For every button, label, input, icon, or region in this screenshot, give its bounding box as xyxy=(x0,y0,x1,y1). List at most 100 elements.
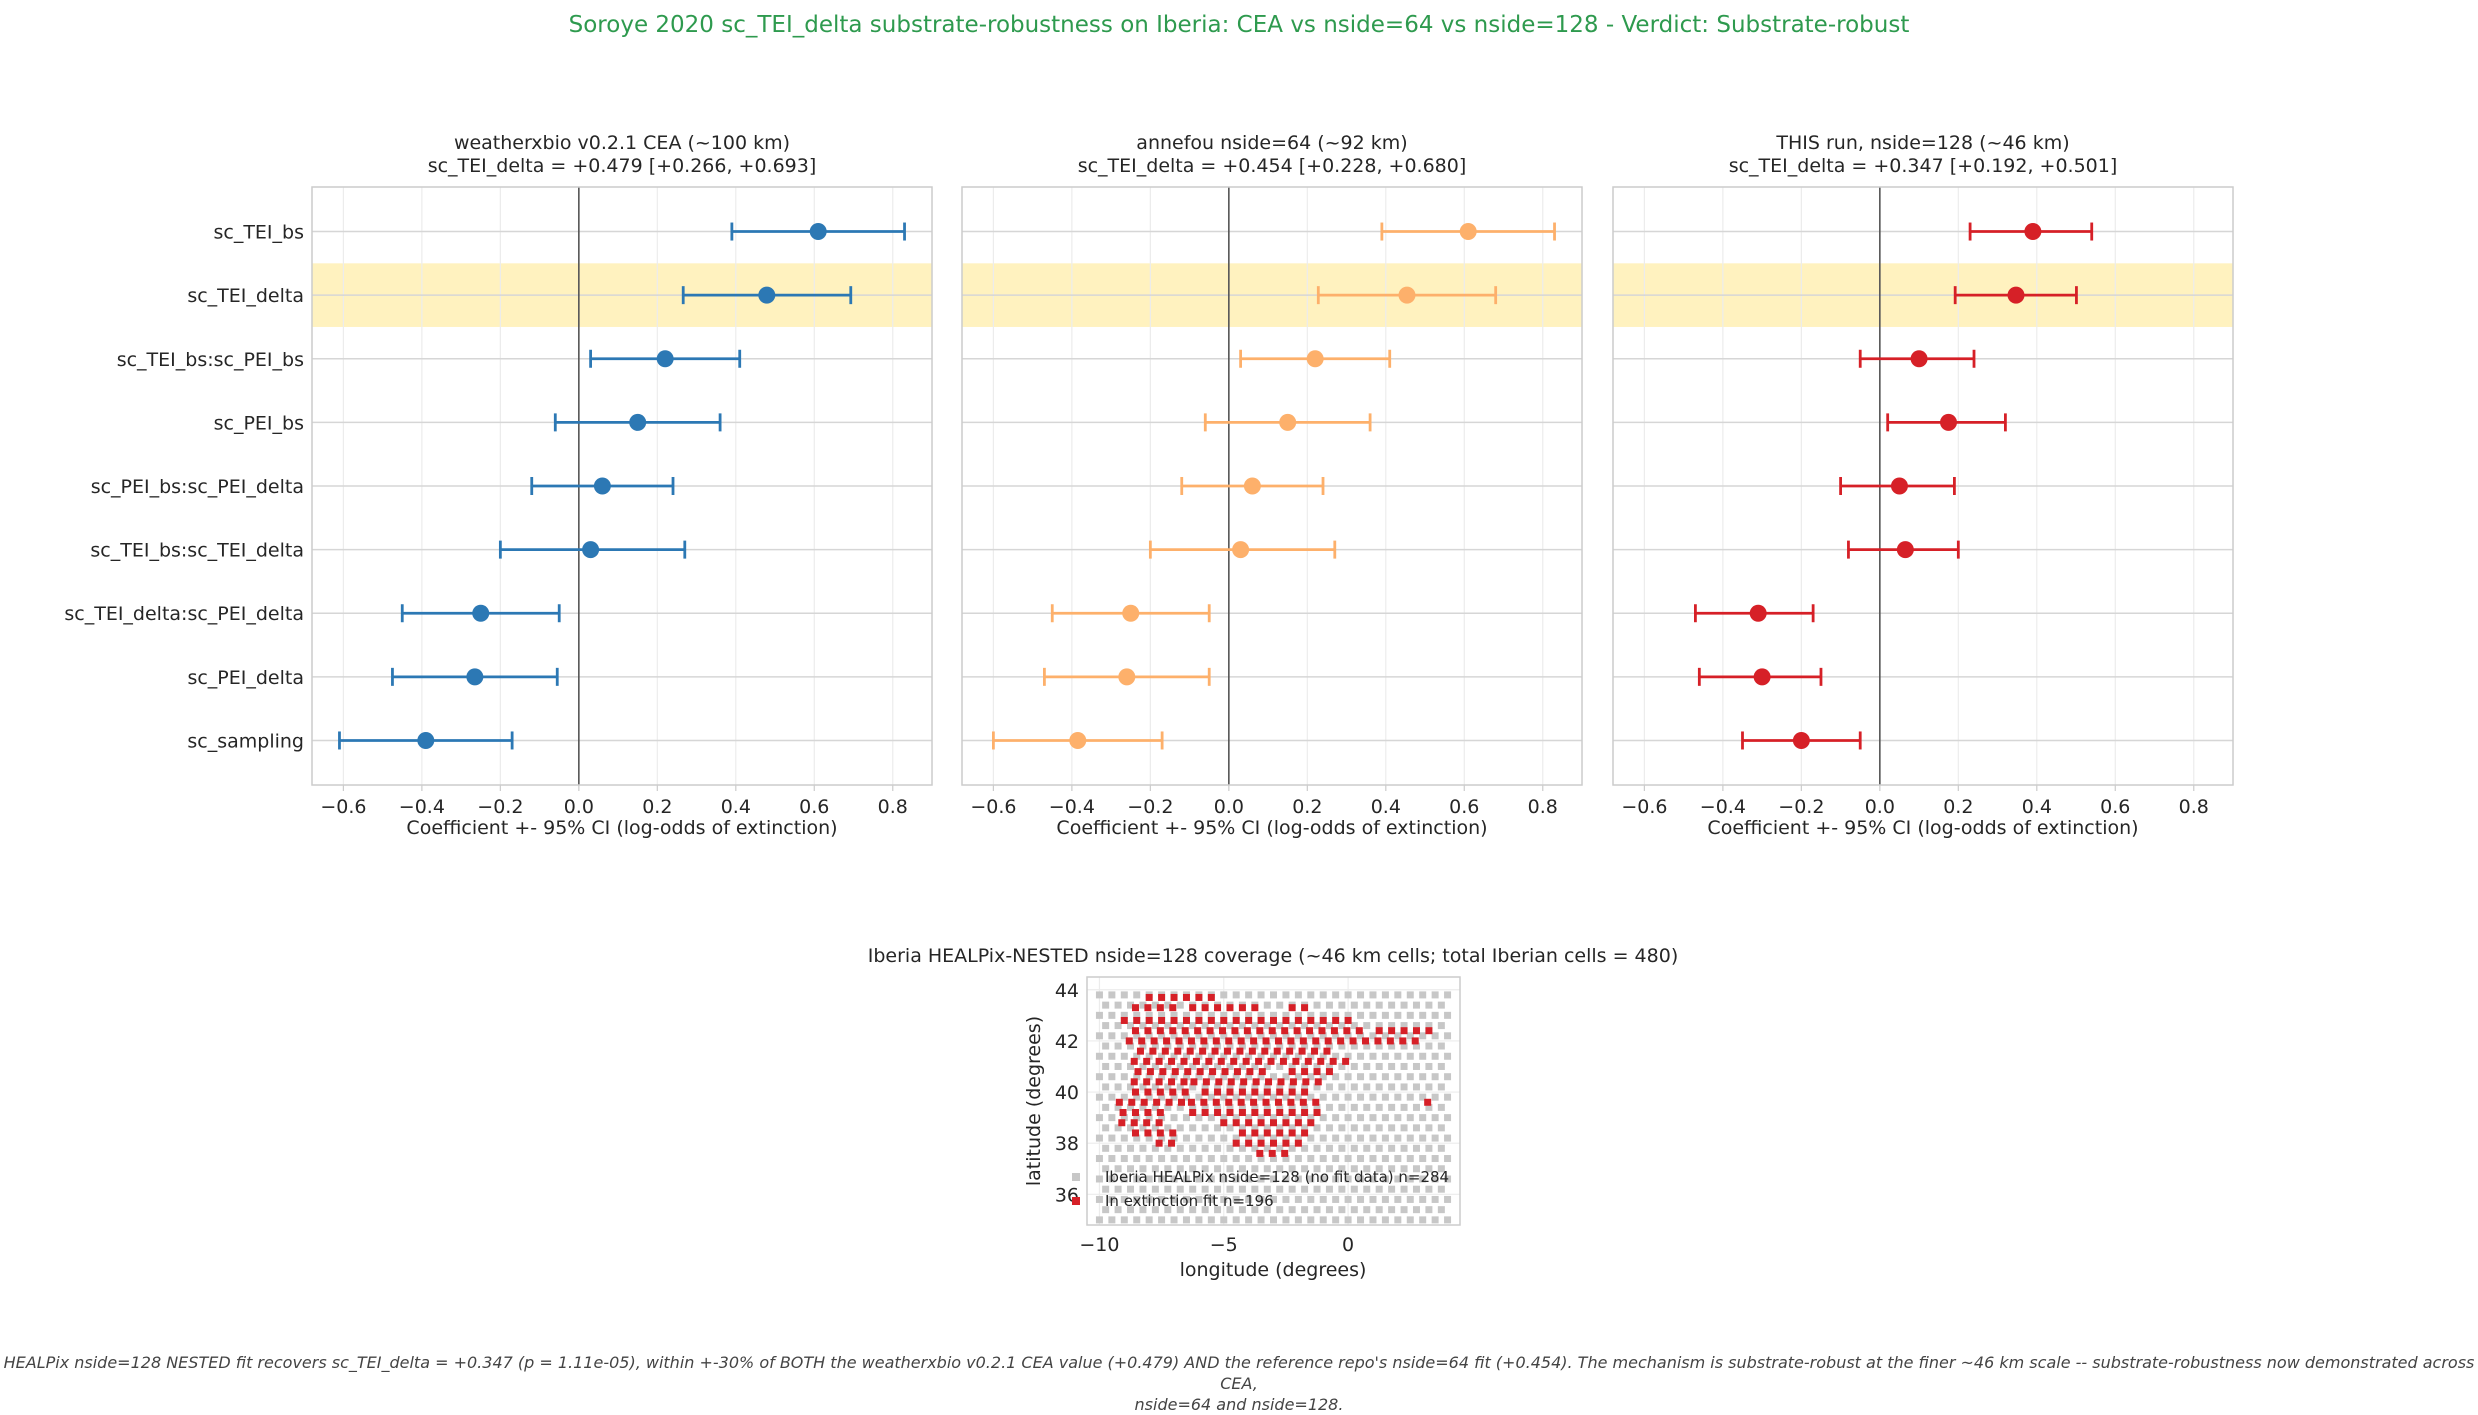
coverage-cell-nofit xyxy=(1127,1022,1135,1030)
coverage-cell-nofit xyxy=(1201,1103,1209,1111)
coverage-cell-nofit xyxy=(1201,1042,1209,1050)
coverage-cell-nofit xyxy=(1176,1103,1184,1111)
coverage-cell-nofit xyxy=(1164,1001,1172,1009)
coverage-cell-fit xyxy=(1329,1057,1337,1065)
coverage-cell-nofit xyxy=(1325,1083,1333,1091)
coverage-cell-nofit xyxy=(1406,1093,1414,1101)
y-tick-label: sc_sampling xyxy=(187,730,304,752)
coverage-cell-nofit xyxy=(1245,1175,1253,1183)
footnote-line-2: nside=64 and nside=128. xyxy=(1134,1395,1344,1414)
coverage-cell-nofit xyxy=(1120,1011,1128,1019)
coverage-cell-nofit xyxy=(1263,1185,1271,1193)
coverage-cell-fit xyxy=(1226,1004,1234,1012)
coverage-cell-nofit xyxy=(1437,1185,1445,1193)
coverage-cell-nofit xyxy=(1444,1032,1452,1040)
coverage-cell-nofit xyxy=(1220,1114,1228,1122)
coverage-cell-nofit xyxy=(1294,1195,1302,1203)
coverage-cell-nofit xyxy=(1133,1134,1141,1142)
coverage-cell-nofit xyxy=(1394,991,1402,999)
coverage-cell-nofit xyxy=(1338,1022,1346,1030)
coverage-cell-nofit xyxy=(1431,1216,1439,1224)
coverage-cell-nofit xyxy=(1307,1175,1315,1183)
legend-label-nofit: Iberia HEALPix nside=128 (no fit data) n… xyxy=(1105,1168,1449,1186)
coverage-cell-nofit xyxy=(1195,1134,1203,1142)
coverage-cell-nofit xyxy=(1425,1144,1433,1152)
coverage-cell-nofit xyxy=(1201,1062,1209,1070)
coverage-cell-nofit xyxy=(1338,1042,1346,1050)
coverage-cell-nofit xyxy=(1214,1062,1222,1070)
coverage-cell-nofit xyxy=(1444,1175,1452,1183)
coverage-cell-nofit xyxy=(1176,1124,1184,1132)
coverage-cell-nofit xyxy=(1189,1083,1197,1091)
coverage-cell-nofit xyxy=(1108,1114,1116,1122)
coverage-cell-nofit xyxy=(1114,1144,1122,1152)
y-tick-label: sc_TEI_delta:sc_PEI_delta xyxy=(64,603,304,625)
coverage-cell-fit xyxy=(1217,1057,1225,1065)
map-x-tick-label: −10 xyxy=(1079,1234,1119,1256)
coverage-cell-nofit xyxy=(1350,1165,1358,1173)
coverage-cell-nofit xyxy=(1182,1175,1190,1183)
coverage-cell-nofit xyxy=(1431,1155,1439,1163)
coverage-cell-nofit xyxy=(1400,1206,1408,1214)
coverage-cell-nofit xyxy=(1139,1022,1147,1030)
coverage-cell-nofit xyxy=(1095,1155,1103,1163)
coverage-cell-nofit xyxy=(1350,1206,1358,1214)
coverage-cell-nofit xyxy=(1108,1032,1116,1040)
coverage-cell-nofit xyxy=(1257,1114,1265,1122)
x-tick-label: 0.2 xyxy=(1292,796,1322,818)
coverage-cell-fit xyxy=(1332,1016,1340,1024)
coverage-cell-fit xyxy=(1199,1047,1207,1055)
coverage-cell-nofit xyxy=(1294,1052,1302,1060)
coverage-cell-fit xyxy=(1169,1027,1177,1035)
coverage-cell-nofit xyxy=(1170,1052,1178,1060)
coverage-cell-nofit xyxy=(1406,1216,1414,1224)
coverage-cell-fit xyxy=(1205,1057,1213,1065)
coverage-cell-nofit xyxy=(1263,1042,1271,1050)
coverage-cell-nofit xyxy=(1257,1195,1265,1203)
coverage-cell-nofit xyxy=(1226,1185,1234,1193)
x-tick-label: −0.4 xyxy=(399,796,445,818)
coverage-cell-nofit xyxy=(1238,1083,1246,1091)
coverage-cell-nofit xyxy=(1102,1124,1110,1132)
x-tick-label: 0.0 xyxy=(1214,796,1244,818)
coverage-cell-nofit xyxy=(1133,1073,1141,1081)
coverage-cell-nofit xyxy=(1145,1195,1153,1203)
point-estimate-sc_PEI_delta xyxy=(466,668,484,686)
coverage-cell-nofit xyxy=(1251,1042,1259,1050)
coverage-cell-nofit xyxy=(1170,1073,1178,1081)
coverage-cell-nofit xyxy=(1400,1022,1408,1030)
coverage-cell-fit xyxy=(1256,1149,1264,1157)
x-tick-label: 0.4 xyxy=(2022,796,2052,818)
coverage-cell-nofit xyxy=(1301,1083,1309,1091)
coverage-cell-nofit xyxy=(1338,1083,1346,1091)
coverage-cell-nofit xyxy=(1207,1093,1215,1101)
coverage-cell-fit xyxy=(1169,1088,1177,1096)
coverage-cell-nofit xyxy=(1276,1001,1284,1009)
coverage-cell-fit xyxy=(1242,1057,1250,1065)
coverage-cell-fit xyxy=(1304,1057,1312,1065)
coverage-cell-fit xyxy=(1411,1037,1419,1045)
coverage-cell-nofit xyxy=(1151,1103,1159,1111)
coverage-cell-nofit xyxy=(1344,1155,1352,1163)
x-tick-label: 0.4 xyxy=(721,796,751,818)
coverage-cell-nofit xyxy=(1313,1042,1321,1050)
x-tick-label: −0.2 xyxy=(1127,796,1173,818)
coverage-cell-fit xyxy=(1131,1004,1139,1012)
coverage-cell-fit xyxy=(1165,1098,1173,1106)
coverage-cell-nofit xyxy=(1276,1185,1284,1193)
coverage-cell-nofit xyxy=(1095,1216,1103,1224)
coverage-cell-fit xyxy=(1187,1098,1195,1106)
coverage-cell-nofit xyxy=(1431,1052,1439,1060)
coverage-cell-nofit xyxy=(1226,1062,1234,1070)
point-estimate-sc_PEI_bs xyxy=(1940,413,1958,431)
coverage-cell-nofit xyxy=(1276,1042,1284,1050)
coverage-cell-nofit xyxy=(1369,1155,1377,1163)
coverage-cell-nofit xyxy=(1158,1032,1166,1040)
coverage-cell-nofit xyxy=(1419,1195,1427,1203)
coverage-cell-fit xyxy=(1155,1119,1163,1127)
coverage-cell-nofit xyxy=(1207,1134,1215,1142)
coverage-cell-nofit xyxy=(1431,1114,1439,1122)
coverage-cell-nofit xyxy=(1425,1206,1433,1214)
coverage-cell-nofit xyxy=(1431,1073,1439,1081)
